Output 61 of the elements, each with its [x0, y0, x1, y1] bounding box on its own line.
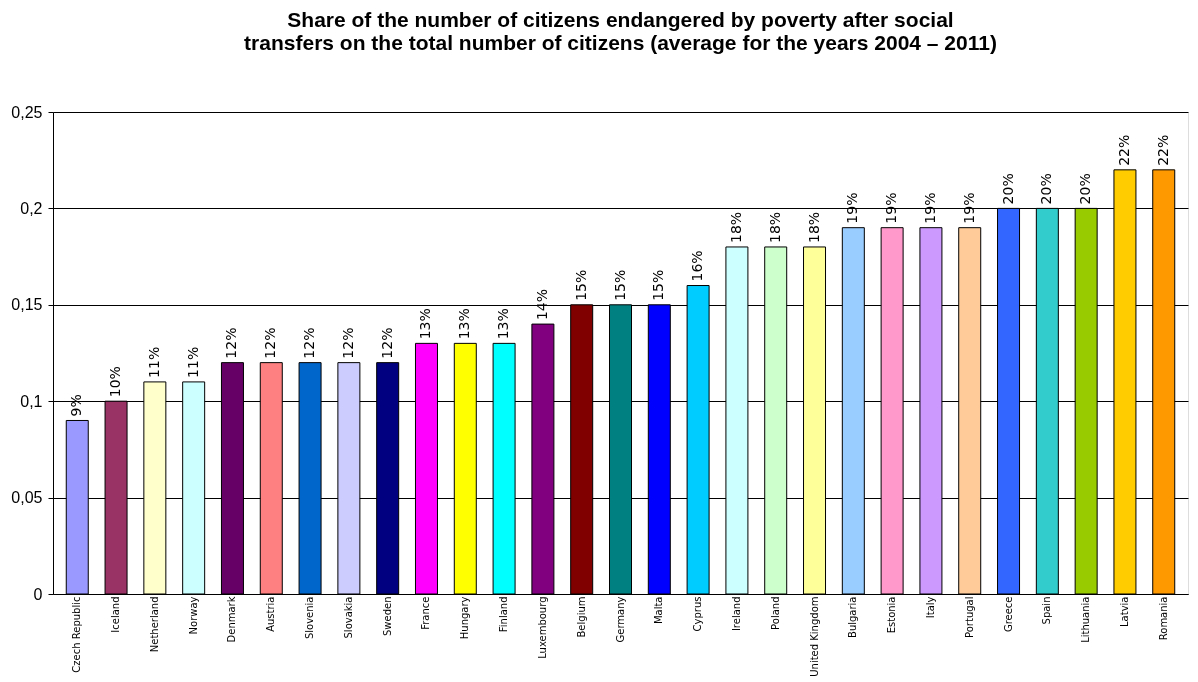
x-tick-label: Lithuania: [1080, 596, 1092, 643]
data-label: 12%: [378, 327, 395, 359]
x-tick-label: Romania: [1157, 596, 1169, 641]
data-label: 9%: [68, 394, 85, 417]
x-tick-label: Bulgaria: [847, 596, 859, 638]
x-tick-label: Norway: [187, 596, 199, 635]
x-tick-label: Sweden: [381, 596, 393, 637]
x-tick-label: France: [420, 596, 432, 630]
data-label: 18%: [766, 211, 783, 243]
x-tick-label: Ireland: [730, 596, 742, 632]
data-label: 10%: [107, 366, 124, 398]
data-label: 12%: [301, 327, 318, 359]
data-label: 11%: [184, 346, 201, 378]
y-tick-label: 0,2: [20, 199, 43, 217]
data-label: 22%: [1115, 134, 1132, 166]
x-tick-label: Poland: [769, 596, 781, 630]
data-label: 12%: [223, 327, 240, 359]
data-label: 20%: [999, 173, 1016, 205]
y-tick-label: 0,25: [11, 103, 43, 121]
x-tick-label: Luxembourg: [536, 596, 548, 659]
x-tick-label: Belgium: [575, 596, 587, 638]
data-label: 12%: [339, 327, 356, 359]
y-tick-label: 0,15: [11, 296, 43, 314]
x-tick-label: Netherland: [148, 596, 160, 653]
x-tick-label: Austria: [265, 596, 277, 632]
x-tick-label: Malta: [653, 596, 665, 625]
data-label: 18%: [727, 211, 744, 243]
data-label: 16%: [689, 250, 706, 282]
x-tick-label: Iceland: [110, 596, 122, 633]
text: transfers on the total number of citizens (average for the years 2004 – 2011): [244, 31, 997, 54]
x-tick-label: Slovakia: [342, 596, 354, 639]
data-label: 15%: [611, 269, 628, 301]
x-tick-label: Czech Republic: [71, 596, 83, 673]
x-tick-label: Portugal: [963, 596, 975, 638]
x-tick-label: Finland: [498, 596, 510, 633]
x-tick-label: Germany: [614, 596, 626, 643]
data-label: 12%: [262, 327, 279, 359]
data-label: 15%: [572, 269, 589, 301]
data-label: 13%: [417, 308, 434, 340]
data-label: 20%: [1077, 173, 1094, 205]
x-tick-label: Cyprus: [692, 596, 704, 632]
x-tick-label: Spain: [1041, 596, 1053, 625]
data-label: 11%: [145, 346, 162, 378]
y-tick-label: 0,05: [11, 489, 43, 507]
data-label: 13%: [495, 308, 512, 340]
x-tick-label: Greece: [1002, 596, 1014, 633]
data-label: 13%: [456, 308, 473, 340]
data-label: 15%: [650, 269, 667, 301]
x-tick-label: Estonia: [886, 596, 898, 634]
y-tick-label: 0,1: [20, 392, 43, 410]
x-tick-label: United Kingdom: [808, 596, 820, 677]
data-label: 20%: [1038, 173, 1055, 205]
y-tick-label: 0: [33, 585, 43, 603]
data-label: 18%: [805, 211, 822, 243]
data-label: 22%: [1154, 134, 1171, 166]
x-tick-label: Latvia: [1118, 596, 1130, 627]
x-tick-label: Italy: [924, 596, 936, 619]
x-tick-label: Denmark: [226, 596, 238, 643]
x-tick-label: Slovenia: [304, 596, 316, 640]
text: Share of the number of citizens endangered by poverty after social: [287, 8, 954, 31]
x-tick-label: Hungary: [459, 596, 471, 640]
